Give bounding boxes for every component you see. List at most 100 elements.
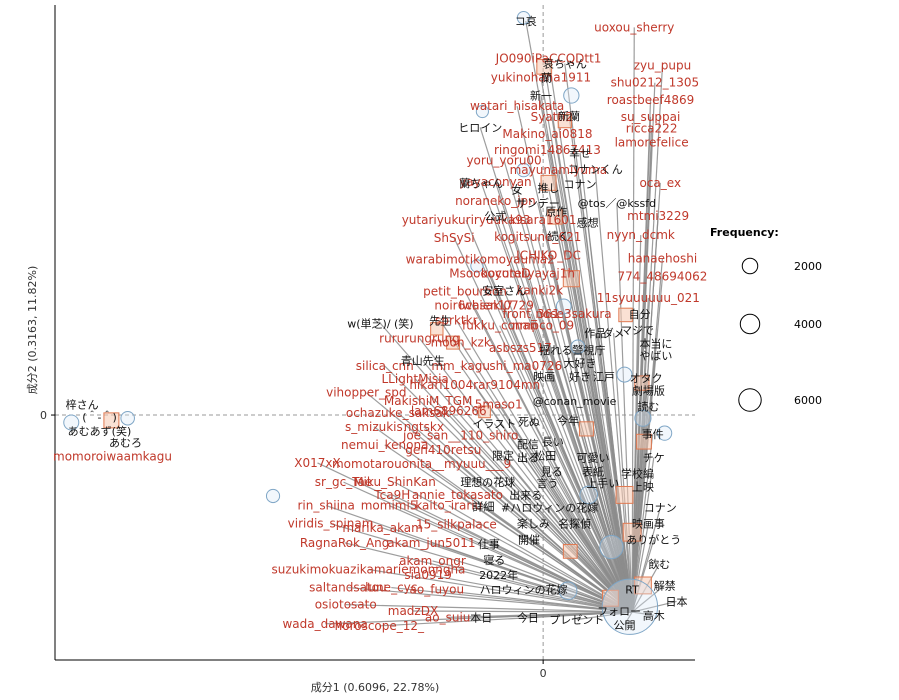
user-label: osiotosato: [315, 598, 377, 612]
word-label: 飲む: [648, 557, 670, 571]
user-square: [536, 58, 553, 75]
user-label: sbrktkr: [435, 313, 477, 327]
user-label: ochazuke_saksak: [346, 406, 450, 420]
word-label: @tos／@kssfd: [578, 197, 656, 210]
word-bubble: [657, 425, 673, 441]
user-label: noraneko_jpn: [455, 194, 536, 208]
word-label: #ハロウィンの花嫁: [501, 501, 598, 515]
connector-line: [325, 611, 633, 625]
x-axis-label: 成分1 (0.6096, 22.78%): [311, 681, 440, 694]
frequency-legend: Frequency: 2000 4000 6000: [710, 226, 822, 412]
word-label: チケ: [643, 452, 665, 465]
user-label: sia0919: [404, 568, 451, 582]
connector-line: [631, 215, 659, 613]
user-square: [578, 421, 595, 437]
word-label: コ哀: [515, 14, 537, 28]
connector-line: [388, 505, 633, 613]
user-label: JO090iPaCCQDtt1: [495, 51, 602, 65]
user-label: mtmi3229: [627, 209, 689, 223]
connector-line: [365, 392, 633, 613]
user-label: ricca222: [626, 122, 678, 136]
user-label: mayunamiyuma: [510, 163, 607, 177]
user-label: ICHIKO_DC: [516, 248, 581, 262]
connector-line: [344, 542, 633, 613]
word-label: ハロウィンの花嫁: [480, 583, 568, 597]
word-bubble: [555, 298, 572, 315]
user-label: yukinohana1911: [491, 70, 591, 84]
word-label: 開催: [518, 533, 540, 547]
word-label: 読む: [637, 400, 659, 414]
connector-line: [423, 426, 633, 613]
user-label: madzDX: [388, 604, 438, 618]
connector-line: [455, 319, 633, 613]
connector-line: [431, 542, 633, 613]
word-label: 仕事: [478, 538, 500, 551]
user-square: [622, 522, 642, 542]
user-label: rin_shiina: [298, 499, 355, 513]
word-bubble: [475, 104, 489, 119]
word-label: 新蘭: [558, 109, 580, 123]
user-label: ringomi14867413: [494, 143, 601, 157]
word-bubble: [601, 578, 659, 635]
user-square: [634, 375, 650, 391]
user-square: [615, 485, 634, 504]
user-square: [562, 543, 578, 559]
word-label: 映画事: [632, 518, 665, 531]
word-label: @conan_movie: [533, 395, 617, 408]
user-label: s_mizukis: [345, 420, 403, 434]
word-label: 死ぬ: [518, 415, 540, 428]
word-label: 寝る: [483, 553, 505, 567]
user-label: oca_ex: [639, 176, 681, 190]
word-label: 日本: [666, 594, 688, 608]
word-label: 松田: [534, 449, 556, 463]
user-square: [430, 322, 444, 336]
connector-line: [442, 449, 633, 613]
word-label: 好き: [569, 370, 591, 384]
user-square: [103, 412, 120, 429]
user-label: wada_dawana: [282, 617, 367, 631]
user-label: uoxou_sherry: [594, 20, 674, 34]
word-label: 配信: [517, 438, 539, 451]
user-label: kogitsune_621: [494, 230, 581, 244]
word-label: 出る: [517, 451, 539, 465]
legend-label: 6000: [794, 394, 822, 407]
user-label: koyomiiyayaj1h: [481, 266, 575, 280]
user-square: [557, 113, 572, 129]
connector-line: [616, 203, 633, 613]
word-label: 見る: [541, 465, 563, 478]
word-label: 原作: [545, 206, 567, 219]
user-label: fukku_conan: [462, 319, 537, 333]
connector-line: [379, 323, 633, 613]
legend-circle: [738, 388, 762, 412]
axes: [54, 5, 695, 661]
word-label: コナンくん: [568, 163, 623, 176]
user-label: rururungrung: [379, 331, 460, 345]
user-squares: [103, 58, 652, 607]
user-square: [636, 433, 652, 450]
connector-line: [572, 313, 633, 613]
connector-line: [542, 325, 633, 613]
user-label: yutariyukuriryuuka93: [402, 213, 531, 227]
x-tick-label: 0: [540, 667, 547, 680]
user-label: Makino_ai0818: [502, 127, 592, 141]
word-label: ダメ: [603, 326, 625, 340]
word-label: 哀ちゃん: [543, 57, 587, 71]
word-bubble: [120, 410, 135, 426]
user-label: nose3sakura: [535, 307, 611, 321]
user-label: 11syuuuuuu_021: [597, 291, 700, 305]
word-label: 推し: [538, 181, 560, 195]
word-label: 続く: [547, 229, 569, 243]
user-label: MsoooocuteD: [449, 266, 531, 280]
connector-line: [525, 365, 633, 613]
word-label: 作品: [584, 327, 606, 340]
user-square: [540, 174, 557, 191]
word-bubble: [558, 581, 578, 601]
word-label: 青山先生: [401, 354, 445, 368]
word-bubble: [616, 366, 633, 383]
word-label: 詳細: [472, 500, 494, 514]
user-square: [634, 576, 652, 595]
connector-line: [384, 365, 633, 613]
word-label: 解禁: [654, 578, 676, 592]
connector-line: [419, 337, 633, 613]
connector-line: [368, 568, 633, 613]
